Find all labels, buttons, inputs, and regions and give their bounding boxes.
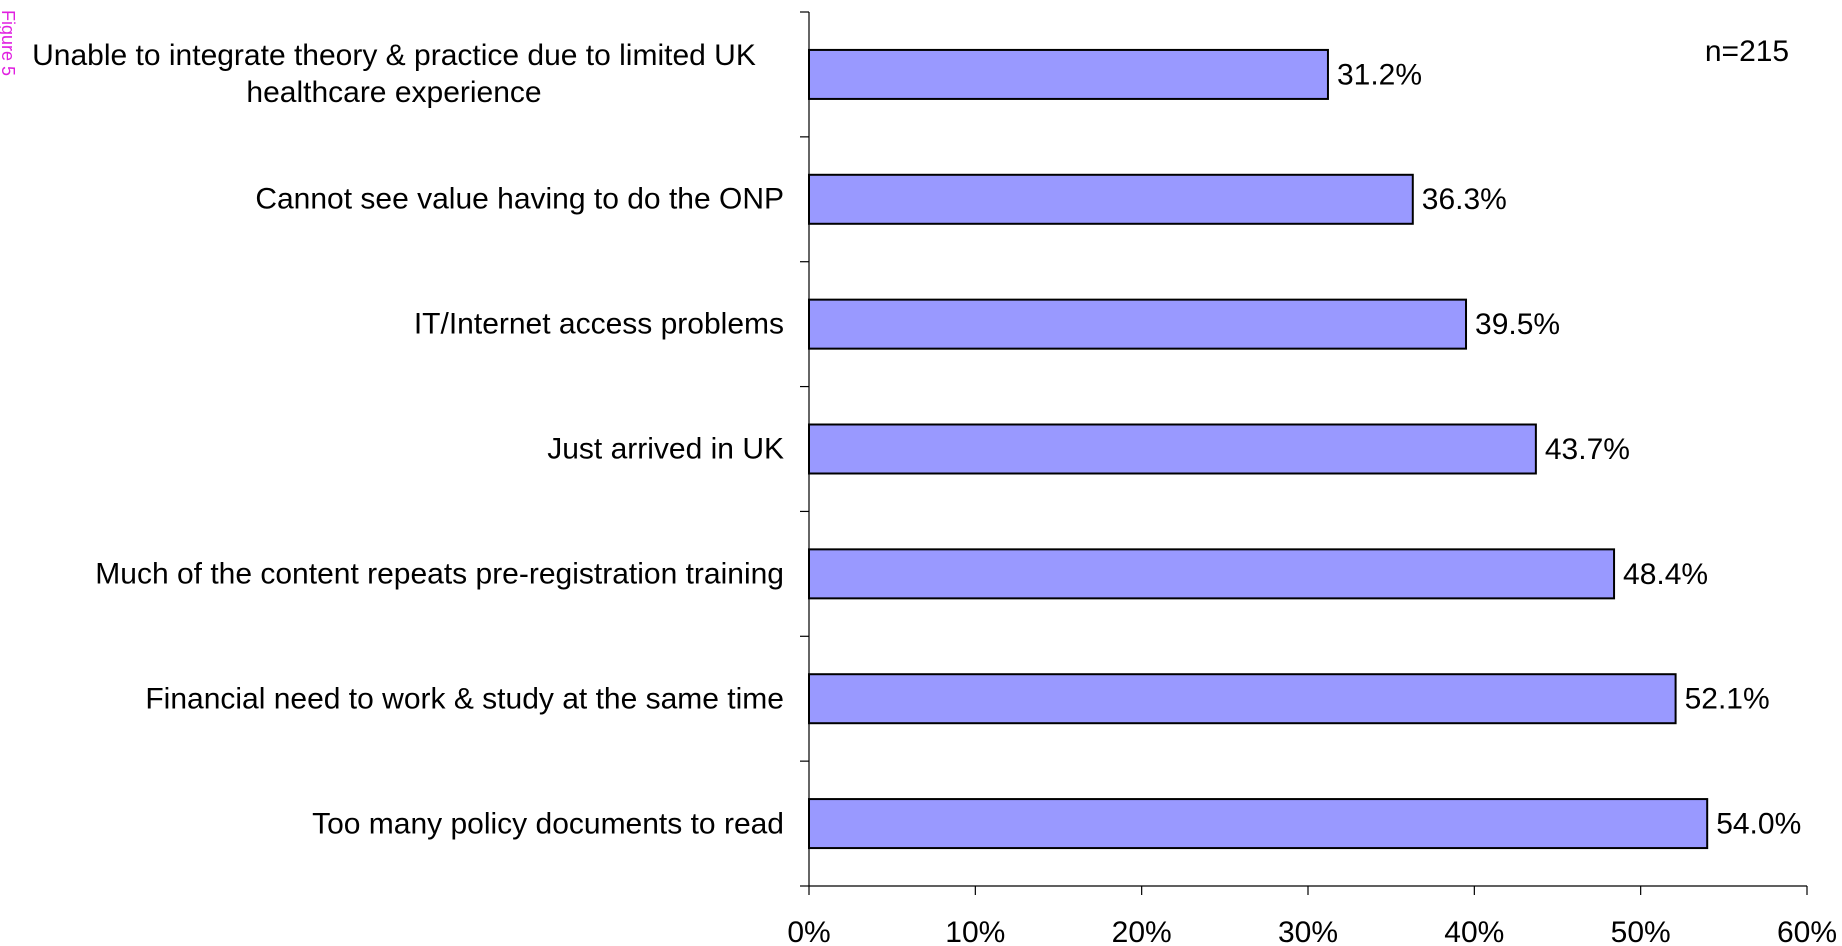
- bar: [808, 548, 1616, 600]
- category-label: Much of the content repeats pre-registra…: [4, 555, 784, 592]
- category-label: IT/Internet access problems: [4, 306, 784, 343]
- category-text: Too many policy documents to read: [312, 807, 784, 841]
- bar: [808, 48, 1329, 100]
- x-tick-label: 40%: [1444, 916, 1504, 946]
- bar: [808, 173, 1414, 225]
- x-tick-label: 30%: [1278, 916, 1338, 946]
- value-label: 31.2%: [1337, 58, 1422, 91]
- bar: [808, 423, 1537, 475]
- x-tick-label: 0%: [787, 916, 830, 946]
- value-label: 48.4%: [1623, 558, 1708, 591]
- value-label: 52.1%: [1685, 683, 1770, 716]
- bar: [808, 798, 1709, 850]
- category-text: Just arrived in UK: [547, 432, 784, 466]
- category-label: Cannot see value having to do the ONP: [4, 181, 784, 218]
- x-tick-label: 20%: [1112, 916, 1172, 946]
- value-label: 54.0%: [1716, 807, 1801, 840]
- category-text: IT/Internet access problems: [413, 307, 784, 341]
- value-label: 39.5%: [1475, 308, 1560, 341]
- category-text: Much of the content repeats pre-registra…: [95, 557, 784, 591]
- x-tick-label: 50%: [1611, 916, 1671, 946]
- category-label: Just arrived in UK: [4, 431, 784, 468]
- value-label: 36.3%: [1422, 183, 1507, 216]
- category-label: Unable to integrate theory & practice du…: [4, 37, 784, 111]
- category-text: Financial need to work & study at the sa…: [145, 682, 784, 716]
- category-label: Too many policy documents to read: [4, 805, 784, 842]
- category-text: Cannot see value having to do the ONP: [255, 182, 784, 216]
- category-text: Unable to integrate theory & practice du…: [32, 39, 756, 110]
- x-tick-label: 60%: [1777, 916, 1837, 946]
- bar: [808, 298, 1468, 350]
- bar: [808, 673, 1677, 725]
- value-label: 43.7%: [1545, 433, 1630, 466]
- x-tick-label: 10%: [945, 916, 1005, 946]
- category-label: Financial need to work & study at the sa…: [4, 680, 784, 717]
- sample-size: n=215: [1705, 35, 1789, 68]
